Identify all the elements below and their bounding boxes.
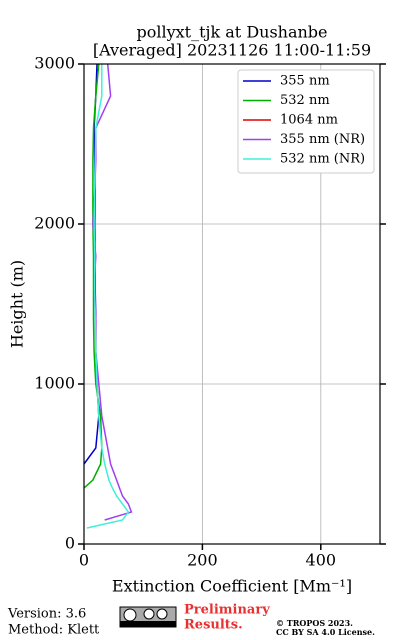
y-tick-label: 1000 (34, 374, 75, 393)
profile-line (92, 63, 133, 521)
legend-label: 532 nm (280, 93, 330, 108)
legend-label: 532 nm (NR) (280, 152, 365, 167)
x-tick-label: 200 (187, 551, 218, 570)
legend-label: 355 nm (280, 74, 330, 89)
legend-box (237, 69, 375, 174)
preliminary-text: Preliminary (184, 603, 270, 618)
y-tick-label: 2000 (34, 214, 75, 233)
plot-frame (83, 63, 381, 545)
chart-subtitle: [Averaged] 20231126 11:00-11:59 (93, 41, 371, 60)
y-axis-label: Height (m) (8, 260, 27, 348)
y-tick-label: 0 (65, 534, 75, 553)
cc-badge (119, 606, 177, 628)
legend-label: 355 nm (NR) (280, 132, 365, 147)
x-tick-label: 400 (306, 551, 337, 570)
y-tick-label: 3000 (34, 54, 75, 73)
copyright: © TROPOS 2023. (276, 618, 353, 628)
chart-title: pollyxt_tjk at Dushanbe (136, 23, 327, 42)
method: Method: Klett (8, 623, 100, 638)
legend-label: 1064 nm (280, 113, 338, 128)
x-axis-label: Extinction Coefficient [Mm⁻¹] (112, 577, 352, 596)
profile-line (83, 63, 103, 489)
preliminary-text: Results. (184, 618, 243, 633)
license: CC BY SA 4.0 License. (276, 627, 375, 637)
version: Version: 3.6 (7, 607, 86, 622)
x-tick-label: 0 (79, 551, 89, 570)
profile-line (86, 64, 130, 529)
